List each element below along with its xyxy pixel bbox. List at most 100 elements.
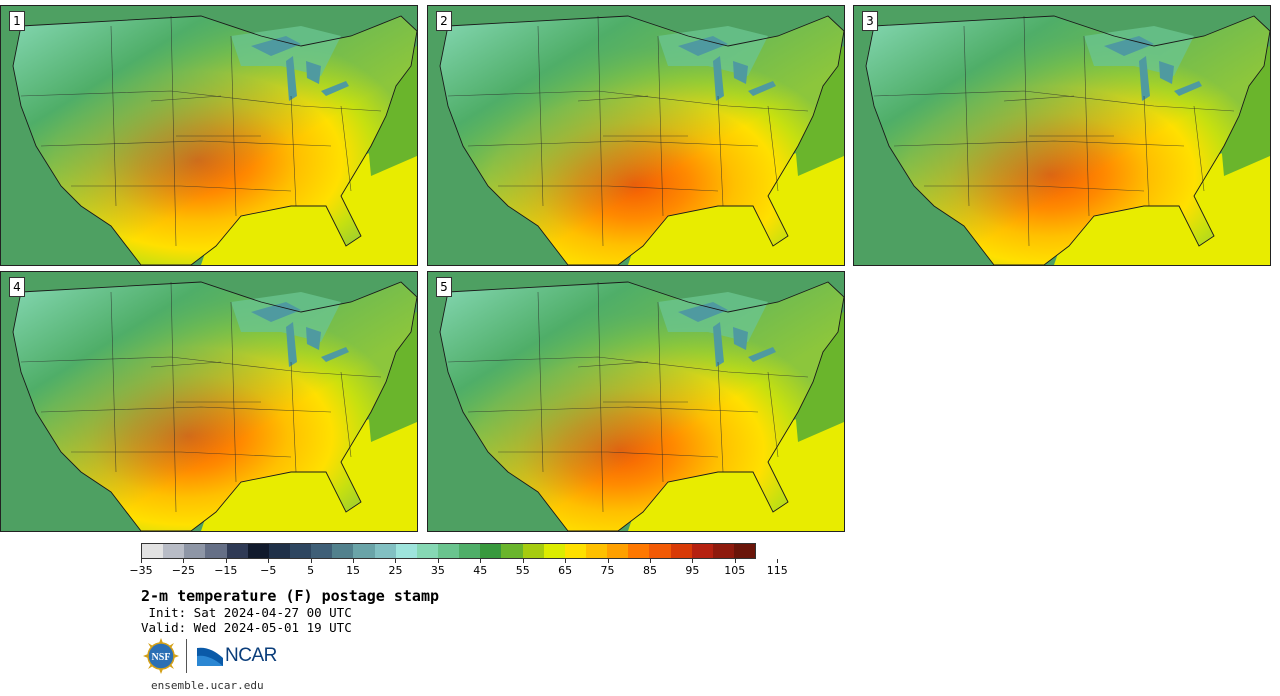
lake-erie xyxy=(748,81,776,96)
map-panel-2: 2 xyxy=(427,5,845,266)
panel-number: 1 xyxy=(9,11,25,31)
temperature-colorbar xyxy=(141,543,756,559)
map-panel-4: 4 xyxy=(0,271,418,532)
temperature-map xyxy=(1,272,417,531)
colorbar-swatch xyxy=(437,544,460,558)
state-border xyxy=(498,185,719,192)
lake-michigan xyxy=(286,56,297,101)
lake-huron xyxy=(306,327,321,350)
lake-huron xyxy=(1159,61,1174,84)
colorbar-tick-label: 95 xyxy=(685,564,700,577)
lake-erie xyxy=(748,347,776,362)
lake-superior xyxy=(251,302,301,322)
state-border xyxy=(150,361,222,368)
colorbar-swatch xyxy=(395,544,417,558)
state-border xyxy=(230,35,237,217)
coastline xyxy=(439,15,844,265)
colorbar-swatch xyxy=(607,544,629,558)
colorbar-tick-label: 45 xyxy=(473,564,488,577)
ncar-text: NCAR xyxy=(225,645,277,666)
colorbar-swatch xyxy=(585,544,608,558)
colorbar-swatch xyxy=(205,544,227,558)
state-border xyxy=(467,140,759,147)
colorbar-swatch xyxy=(311,544,333,558)
colorbar-swatch xyxy=(501,544,523,558)
init-time: Init: Sat 2024-04-27 00 UTC xyxy=(141,605,352,620)
state-border xyxy=(893,140,1185,147)
colorbar-tick xyxy=(777,559,779,563)
colorbar-tick xyxy=(183,559,185,563)
state-border xyxy=(40,140,332,147)
colorbar-tick-label: −15 xyxy=(214,564,238,577)
state-border xyxy=(467,406,759,413)
lake-michigan xyxy=(1139,56,1150,101)
colorbar-tick xyxy=(437,559,439,563)
coastline xyxy=(865,15,1270,265)
lake-huron xyxy=(733,327,748,350)
temperature-map xyxy=(854,6,1270,265)
panel-number: 5 xyxy=(436,277,452,297)
map-panel-1: 1 xyxy=(0,5,418,266)
colorbar-swatch xyxy=(564,544,586,558)
state-border xyxy=(1003,95,1075,102)
state-border xyxy=(717,361,724,473)
colorbar-tick xyxy=(225,559,227,563)
colorbar-swatch xyxy=(670,544,692,558)
state-border xyxy=(924,185,1145,192)
site-url[interactable]: ensemble.ucar.edu xyxy=(151,679,264,692)
chart-title: 2-m temperature (F) postage stamp xyxy=(141,587,440,605)
lake-michigan xyxy=(713,322,724,367)
temperature-map xyxy=(1,6,417,265)
colorbar-tick-label: 75 xyxy=(600,564,615,577)
colorbar-tick-label: 85 xyxy=(642,564,657,577)
coastline xyxy=(439,281,844,531)
colorbar-tick xyxy=(522,559,524,563)
colorbar-tick xyxy=(141,559,142,563)
ncar-logo: NCAR xyxy=(197,645,277,667)
state-border xyxy=(498,451,719,458)
colorbar-tick xyxy=(565,559,567,563)
state-border xyxy=(963,25,970,207)
colorbar-swatch xyxy=(480,544,502,558)
colorbar-tick xyxy=(734,559,736,563)
colorbar-swatch xyxy=(459,544,481,558)
lake-superior xyxy=(1104,36,1154,56)
state-border xyxy=(767,371,779,458)
map-panel-5: 5 xyxy=(427,271,845,532)
lake-erie xyxy=(1174,81,1202,96)
lake-erie xyxy=(321,81,349,96)
colorbar-swatch xyxy=(184,544,206,558)
state-border xyxy=(230,301,237,483)
state-border xyxy=(597,15,604,247)
colorbar-tick xyxy=(692,559,694,563)
colorbar-tick-label: 15 xyxy=(346,564,361,577)
colorbar-tick xyxy=(607,559,609,563)
colorbar-tick-label: 65 xyxy=(558,564,573,577)
state-border xyxy=(1083,35,1090,217)
state-border xyxy=(290,95,297,207)
panel-number: 4 xyxy=(9,277,25,297)
colorbar-ticks: −35 −25 −15 −5 5 15 25 35 45 55 65 75 85 95 105 115 xyxy=(129,559,788,579)
colorbar-tick xyxy=(395,559,397,563)
state-border xyxy=(40,406,332,413)
colorbar-swatch xyxy=(332,544,354,558)
colorbar-tick xyxy=(310,559,312,563)
state-border xyxy=(1023,15,1030,247)
colorbar-swatch xyxy=(522,544,544,558)
state-border xyxy=(170,281,177,513)
colorbar-tick xyxy=(480,559,482,563)
state-border xyxy=(657,35,664,217)
ncar-mark-icon xyxy=(197,647,223,666)
temperature-map xyxy=(428,6,844,265)
state-border xyxy=(150,95,222,102)
colorbar-tick-label: −5 xyxy=(260,564,277,577)
state-border xyxy=(577,95,649,102)
colorbar-swatch xyxy=(416,544,438,558)
colorbar-tick-label: 25 xyxy=(388,564,403,577)
state-border xyxy=(110,291,117,473)
panel-number: 3 xyxy=(862,11,878,31)
state-border xyxy=(71,185,292,192)
state-border xyxy=(1143,95,1150,207)
state-border xyxy=(1193,105,1205,192)
map-panel-3: 3 xyxy=(853,5,1271,266)
